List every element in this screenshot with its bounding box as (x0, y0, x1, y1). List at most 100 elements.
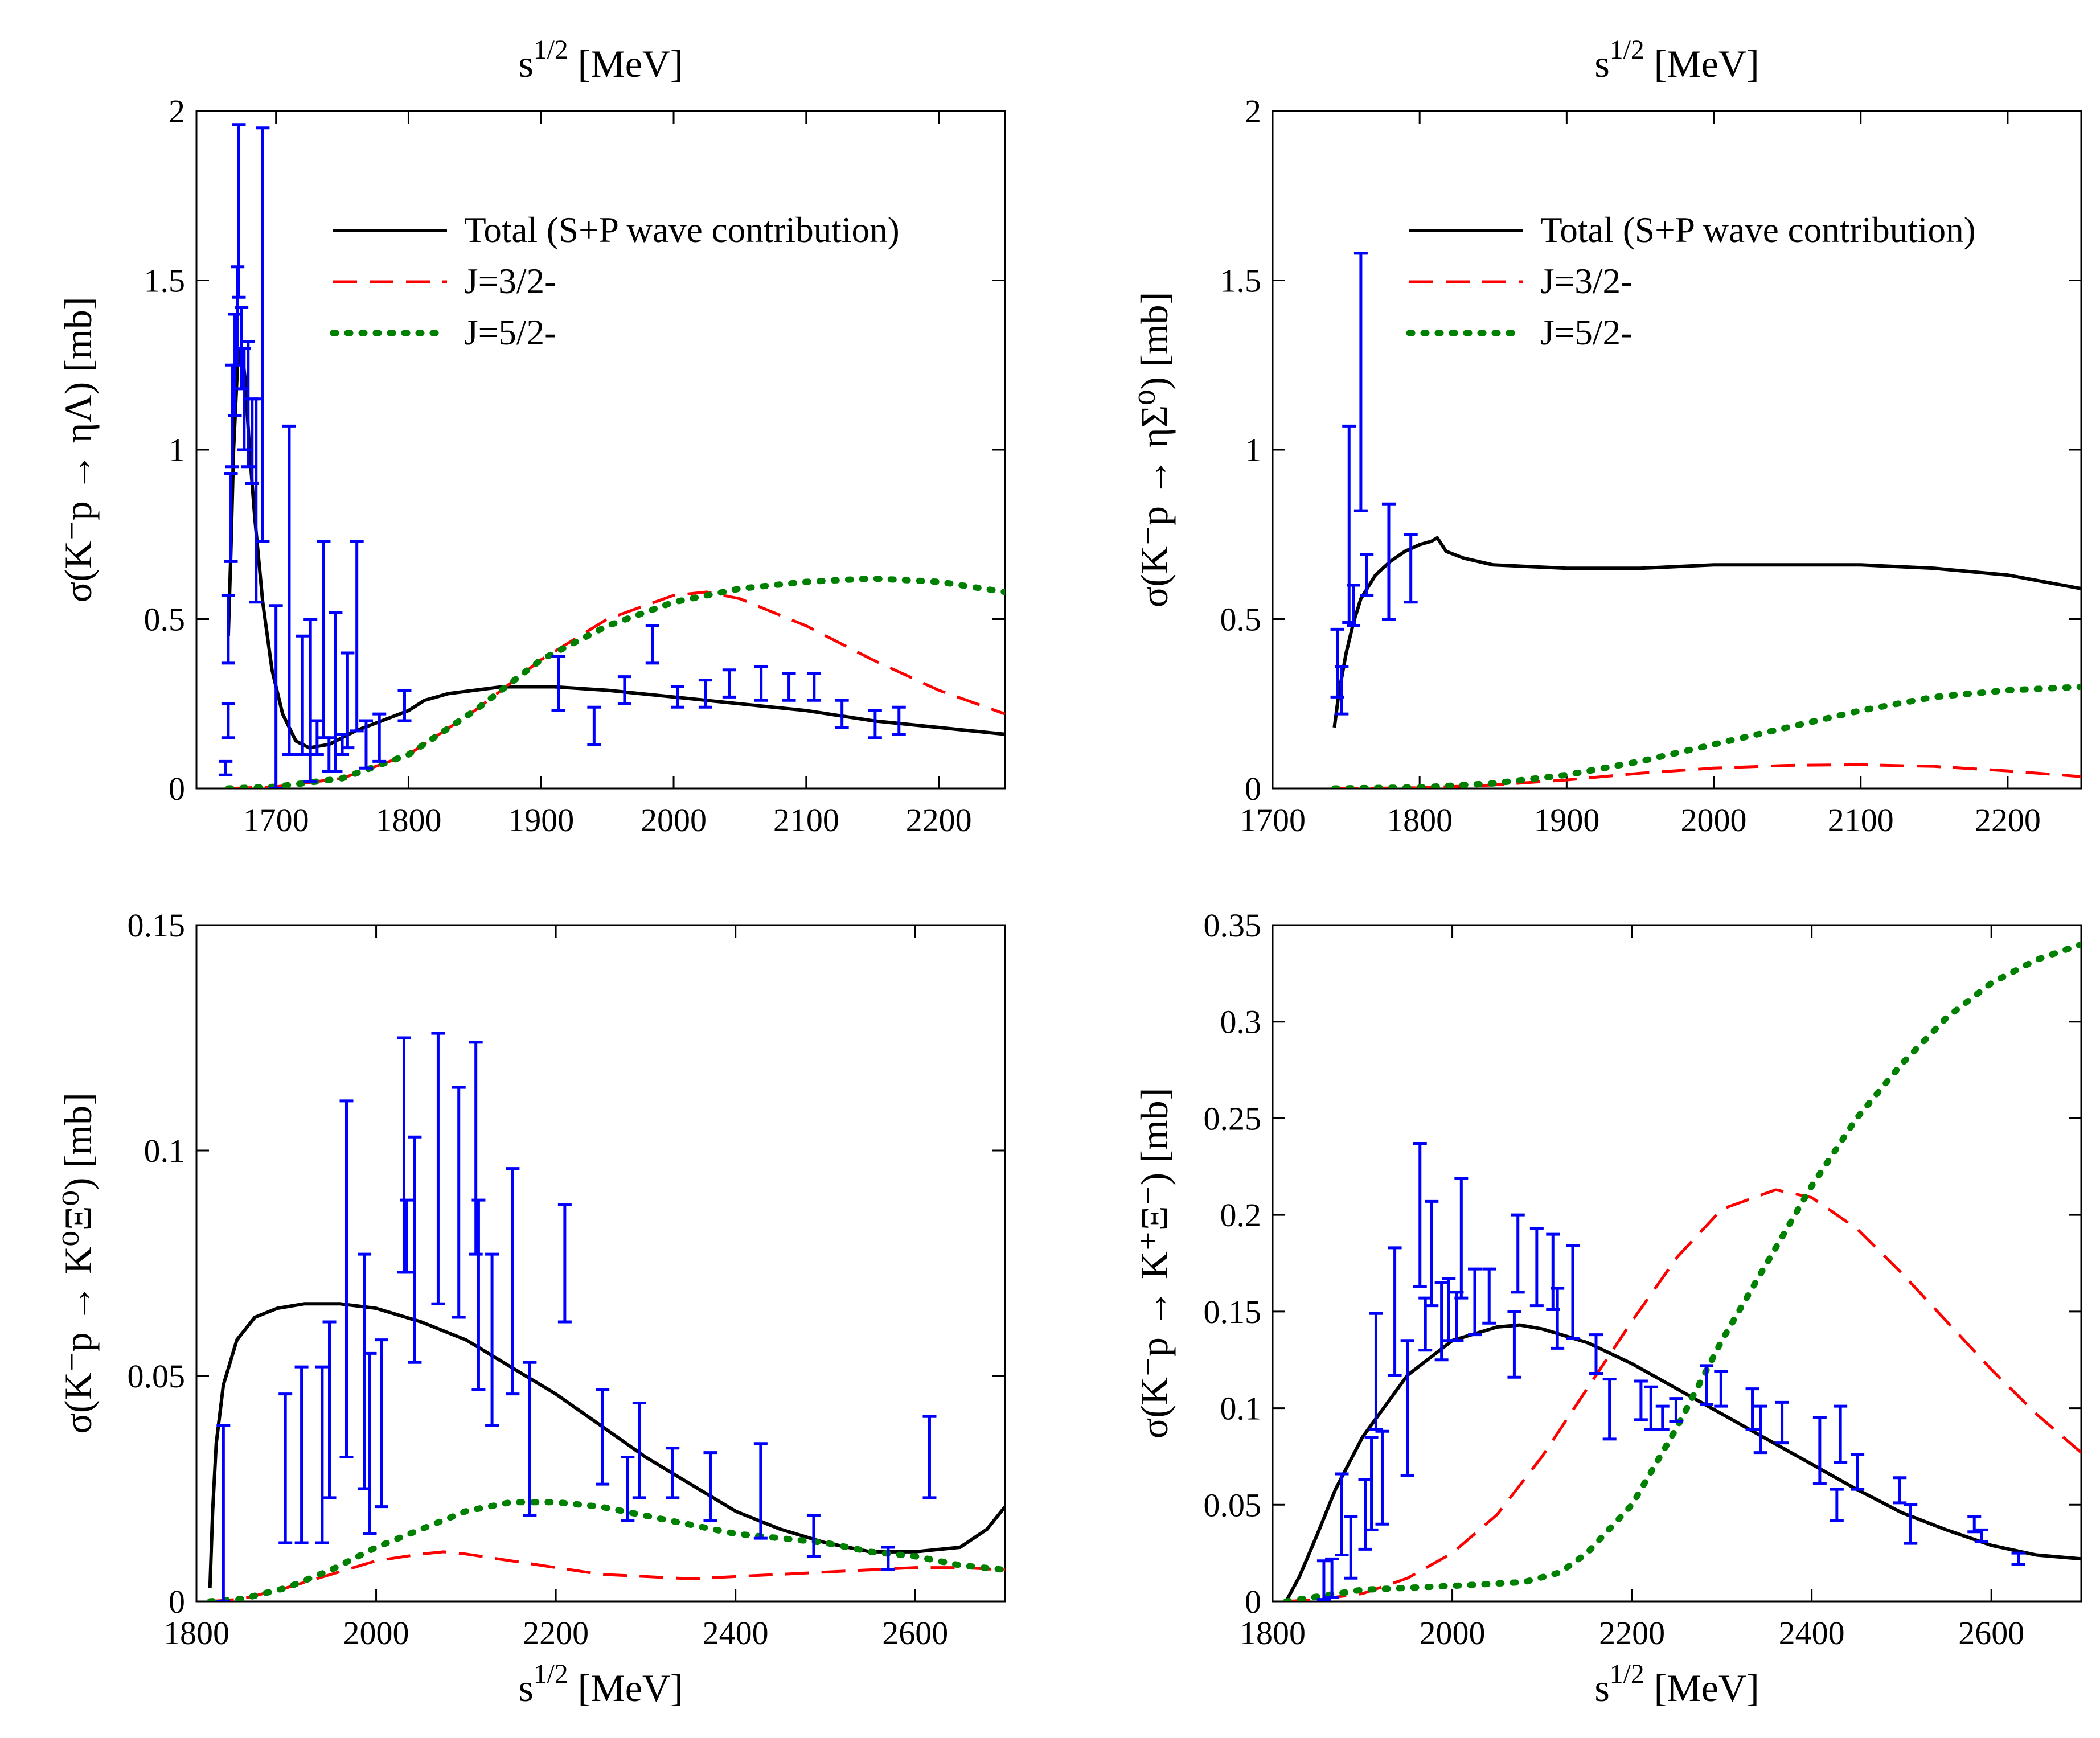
error-bar (296, 634, 310, 756)
x-tick-label: 1800 (375, 802, 441, 839)
error-bar (315, 1365, 329, 1544)
error-bar (317, 540, 331, 739)
series-line-solid (226, 346, 1005, 750)
error-bar (1358, 1478, 1372, 1551)
y-tick-label: 0.2 (1220, 1197, 1262, 1234)
error-bar (216, 1424, 231, 1601)
data-points (1330, 252, 1418, 716)
y-tick-label: 0.3 (1220, 1004, 1262, 1041)
y-axis-title: σ(K⁻p → ηΣ⁰) [mb] (1133, 292, 1176, 608)
error-bar (278, 1392, 293, 1544)
y-tick-label: 2 (169, 93, 185, 130)
series-line-dashed (1334, 763, 2081, 788)
error-bar (408, 1135, 422, 1364)
y-tick-label: 1.5 (144, 262, 186, 299)
legend: Total (S+P wave contribution) J=3/2- J=5/2… (330, 210, 900, 352)
error-bar (1644, 1385, 1658, 1431)
x-tick-label: 2400 (703, 1614, 769, 1651)
error-bar (722, 668, 736, 699)
y-tick-label: 0 (169, 1583, 185, 1620)
error-bar (1400, 1339, 1414, 1477)
y-tick-label: 0.15 (128, 907, 186, 944)
error-bar (1434, 1281, 1449, 1362)
chart-panel-eta-sigma0: 1700 1800 1900 2000 2100 2200 0 0.5 1 1.5 2 s1/2 [M… (1133, 35, 2082, 839)
error-bar (1468, 1267, 1482, 1337)
plot-frame (195, 924, 1006, 1603)
x-tick-label: 2200 (1975, 802, 2041, 839)
error-bar (1775, 1400, 1789, 1445)
chart-panel-eta-lambda: 1700 1800 1900 2000 2100 2200 0 0.5 1 1.5 2 s1/2 [M… (56, 35, 1006, 839)
error-bar (249, 397, 263, 604)
error-bar (1974, 1528, 1988, 1543)
error-bar (617, 675, 631, 705)
error-bar (329, 611, 343, 773)
error-bar (1344, 1515, 1358, 1580)
error-bar (892, 705, 906, 736)
error-bar (1753, 1404, 1767, 1455)
y-tick-label: 1 (169, 432, 185, 469)
x-tick-label: 2600 (1958, 1614, 2024, 1651)
series-line-dotted (1283, 941, 2081, 1601)
error-bar (224, 472, 238, 563)
error-bar (703, 1451, 717, 1522)
error-bar (431, 1032, 445, 1305)
x-tick-label: 1700 (243, 802, 309, 839)
series-line-solid (1332, 536, 2081, 728)
error-bar (1360, 553, 1374, 597)
error-bar (322, 1320, 337, 1499)
error-bar (753, 1442, 768, 1540)
plot-frame (1272, 924, 2082, 1603)
y-tick-label: 0 (1245, 1583, 1261, 1620)
error-bar (806, 1514, 821, 1558)
error-bar (341, 651, 355, 750)
curves (1331, 536, 2081, 788)
error-bar (551, 655, 565, 712)
error-bar (221, 702, 235, 739)
error-bar (1851, 1453, 1865, 1491)
series-line-dotted (225, 575, 1005, 788)
error-bar (1325, 1557, 1339, 1599)
chart-panel-k0-xi0: 1800 2000 2200 2400 2600 0 0.05 0.1 0.15 s1/2 [Me… (56, 907, 1006, 1710)
legend-label: J=5/2- (464, 313, 556, 352)
y-tick-label: 0.35 (1204, 907, 1262, 944)
legend-label: Total (S+P wave contribution) (464, 210, 900, 250)
x-axis-title: s1/2 [MeV] (518, 35, 683, 85)
y-tick-label: 1.5 (1220, 262, 1262, 299)
error-bar (782, 672, 796, 702)
error-bar (523, 1361, 537, 1518)
error-bar (1425, 1199, 1439, 1308)
x-axis-title: s1/2 [MeV] (1594, 1659, 1759, 1710)
error-bar (835, 699, 849, 729)
error-bar (1700, 1364, 1714, 1406)
legend: Total (S+P wave contribution) J=3/2- J=5/2… (1406, 210, 1976, 352)
error-bar (807, 672, 821, 702)
error-bar (219, 759, 233, 776)
y-tick-label: 2 (1245, 93, 1261, 130)
curves (225, 346, 1005, 788)
error-bar (645, 624, 659, 665)
error-bar (1353, 252, 1368, 512)
x-axis-title: s1/2 [MeV] (518, 1659, 683, 1710)
error-bar (1565, 1244, 1580, 1340)
error-bar (471, 1198, 486, 1391)
error-bar (294, 1365, 309, 1544)
series-line-solid (1285, 1323, 2081, 1601)
x-tick-label: 2200 (1599, 1614, 1665, 1651)
error-bar (1655, 1404, 1670, 1431)
series-line-dotted (1331, 684, 2081, 788)
x-tick-label: 2600 (882, 1614, 948, 1651)
error-bar (1529, 1227, 1544, 1308)
y-tick-label: 0 (169, 770, 185, 807)
x-tick-label: 1900 (508, 802, 574, 839)
y-tick-label: 1 (1245, 432, 1261, 469)
error-bar (506, 1167, 520, 1396)
error-bar (1335, 665, 1349, 716)
curves (1283, 941, 2081, 1601)
error-bar (221, 594, 235, 665)
error-bar (350, 540, 364, 733)
error-bar (359, 719, 373, 770)
error-bar (1551, 1287, 1565, 1350)
error-bar (1507, 1310, 1521, 1379)
error-bar (587, 705, 601, 746)
